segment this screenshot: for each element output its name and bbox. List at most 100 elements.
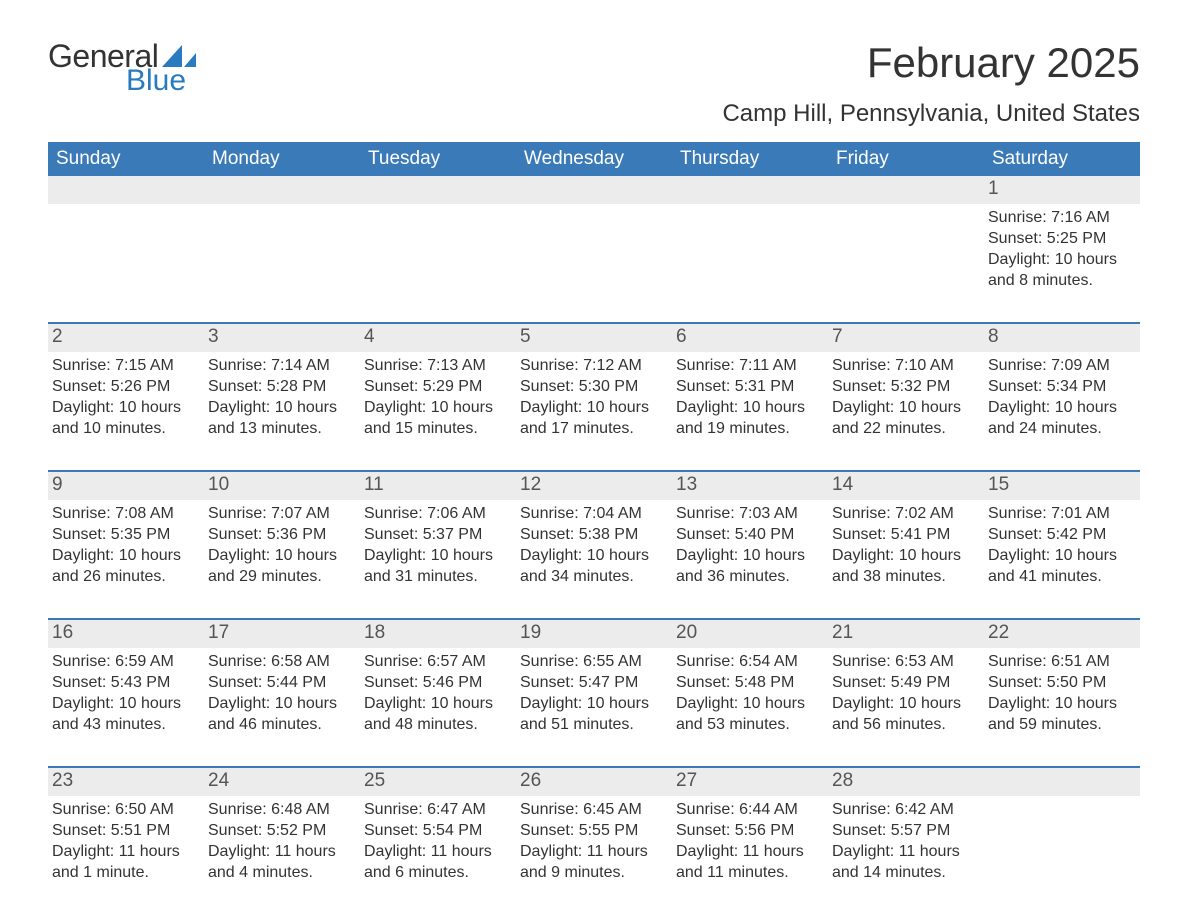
day-info: Sunrise: 7:01 AMSunset: 5:42 PMDaylight:… — [988, 504, 1134, 587]
day-info: Sunrise: 7:15 AMSunset: 5:26 PMDaylight:… — [52, 356, 198, 439]
day-info: Sunrise: 6:55 AMSunset: 5:47 PMDaylight:… — [520, 652, 666, 735]
week-row: 16 Sunrise: 6:59 AMSunset: 5:43 PMDayligh… — [48, 618, 1140, 748]
day-number: 5 — [516, 324, 672, 352]
daylight-line: Daylight: 10 hours and 56 minutes. — [832, 694, 978, 736]
calendar-grid: SundayMondayTuesdayWednesdayThursdayFrid… — [48, 142, 1140, 896]
daylight-line: Daylight: 10 hours and 31 minutes. — [364, 546, 510, 588]
daylight-line: Daylight: 10 hours and 38 minutes. — [832, 546, 978, 588]
day-number: 6 — [672, 324, 828, 352]
sunrise-line: Sunrise: 6:44 AM — [676, 800, 822, 821]
sunrise-line: Sunrise: 6:45 AM — [520, 800, 666, 821]
daylight-line: Daylight: 11 hours and 6 minutes. — [364, 842, 510, 884]
day-cell — [48, 176, 204, 304]
day-cell: 20Sunrise: 6:54 AMSunset: 5:48 PMDayligh… — [672, 620, 828, 748]
sunset-line: Sunset: 5:50 PM — [988, 673, 1134, 694]
sunset-line: Sunset: 5:54 PM — [364, 821, 510, 842]
daylight-line: Daylight: 11 hours and 4 minutes. — [208, 842, 354, 884]
sunset-line: Sunset: 5:48 PM — [676, 673, 822, 694]
day-cell — [828, 176, 984, 304]
day-cell: 12Sunrise: 7:04 AMSunset: 5:38 PMDayligh… — [516, 472, 672, 600]
day-number: 4 — [360, 324, 516, 352]
sunset-line: Sunset: 5:41 PM — [832, 525, 978, 546]
day-number: 20 — [672, 620, 828, 648]
day-cell: 21Sunrise: 6:53 AMSunset: 5:49 PMDayligh… — [828, 620, 984, 748]
day-info: Sunrise: 6:47 AMSunset: 5:54 PMDaylight:… — [364, 800, 510, 883]
day-number: 28 — [828, 768, 984, 796]
day-cell: 10Sunrise: 7:07 AMSunset: 5:36 PMDayligh… — [204, 472, 360, 600]
sunrise-line: Sunrise: 6:59 AM — [52, 652, 198, 673]
day-number: 8 — [984, 324, 1140, 352]
sunset-line: Sunset: 5:57 PM — [832, 821, 978, 842]
day-cell: 5Sunrise: 7:12 AMSunset: 5:30 PMDaylight… — [516, 324, 672, 452]
weekday-header-row: SundayMondayTuesdayWednesdayThursdayFrid… — [48, 142, 1140, 176]
sunrise-line: Sunrise: 7:06 AM — [364, 504, 510, 525]
day-info: Sunrise: 6:58 AMSunset: 5:44 PMDaylight:… — [208, 652, 354, 735]
sunrise-line: Sunrise: 7:08 AM — [52, 504, 198, 525]
sunset-line: Sunset: 5:30 PM — [520, 377, 666, 398]
day-number: 24 — [204, 768, 360, 796]
sunset-line: Sunset: 5:49 PM — [832, 673, 978, 694]
sunset-line: Sunset: 5:52 PM — [208, 821, 354, 842]
daylight-line: Daylight: 10 hours and 48 minutes. — [364, 694, 510, 736]
day-info: Sunrise: 6:45 AMSunset: 5:55 PMDaylight:… — [520, 800, 666, 883]
sunrise-line: Sunrise: 7:03 AM — [676, 504, 822, 525]
daylight-line: Daylight: 10 hours and 41 minutes. — [988, 546, 1134, 588]
day-cell: 27Sunrise: 6:44 AMSunset: 5:56 PMDayligh… — [672, 768, 828, 896]
sunset-line: Sunset: 5:56 PM — [676, 821, 822, 842]
day-cell: 23 Sunrise: 6:50 AMSunset: 5:51 PMDayligh… — [48, 768, 204, 896]
sunrise-line: Sunrise: 6:51 AM — [988, 652, 1134, 673]
daylight-line: Daylight: 10 hours and 36 minutes. — [676, 546, 822, 588]
weekday-header: Saturday — [984, 142, 1140, 176]
day-number: 19 — [516, 620, 672, 648]
day-info: Sunrise: 6:42 AMSunset: 5:57 PMDaylight:… — [832, 800, 978, 883]
day-cell: 6 Sunrise: 7:11 AMSunset: 5:31 PMDaylight… — [672, 324, 828, 452]
day-number: 14 — [828, 472, 984, 500]
sunrise-line: Sunrise: 6:48 AM — [208, 800, 354, 821]
sunrise-line: Sunrise: 7:02 AM — [832, 504, 978, 525]
location-subtitle: Camp Hill, Pennsylvania, United States — [722, 100, 1140, 128]
day-info: Sunrise: 7:16 AMSunset: 5:25 PMDaylight:… — [988, 208, 1134, 291]
brand-word-2: Blue — [126, 66, 186, 96]
title-block: February 2025 Camp Hill, Pennsylvania, U… — [722, 40, 1140, 128]
daylight-line: Daylight: 11 hours and 14 minutes. — [832, 842, 978, 884]
sunrise-line: Sunrise: 7:01 AM — [988, 504, 1134, 525]
day-info: Sunrise: 6:44 AMSunset: 5:56 PMDaylight:… — [676, 800, 822, 883]
day-info: Sunrise: 7:08 AMSunset: 5:35 PMDaylight:… — [52, 504, 198, 587]
sunrise-line: Sunrise: 6:58 AM — [208, 652, 354, 673]
day-number — [204, 176, 360, 204]
sunset-line: Sunset: 5:42 PM — [988, 525, 1134, 546]
day-number: 23 — [48, 768, 204, 796]
day-info: Sunrise: 6:51 AMSunset: 5:50 PMDaylight:… — [988, 652, 1134, 735]
sunset-line: Sunset: 5:44 PM — [208, 673, 354, 694]
sunset-line: Sunset: 5:25 PM — [988, 229, 1134, 250]
day-info: Sunrise: 6:59 AMSunset: 5:43 PMDaylight:… — [52, 652, 198, 735]
day-number — [360, 176, 516, 204]
day-cell: 24 Sunrise: 6:48 AMSunset: 5:52 PMDayligh… — [204, 768, 360, 896]
day-info: Sunrise: 7:11 AMSunset: 5:31 PMDaylight:… — [676, 356, 822, 439]
sunrise-line: Sunrise: 7:11 AM — [676, 356, 822, 377]
sunset-line: Sunset: 5:31 PM — [676, 377, 822, 398]
daylight-line: Daylight: 10 hours and 34 minutes. — [520, 546, 666, 588]
day-info: Sunrise: 7:09 AMSunset: 5:34 PMDaylight:… — [988, 356, 1134, 439]
day-info: Sunrise: 7:13 AMSunset: 5:29 PMDaylight:… — [364, 356, 510, 439]
day-number: 15 — [984, 472, 1140, 500]
day-number: 16 — [48, 620, 204, 648]
day-info: Sunrise: 6:53 AMSunset: 5:49 PMDaylight:… — [832, 652, 978, 735]
day-cell: 18Sunrise: 6:57 AMSunset: 5:46 PMDayligh… — [360, 620, 516, 748]
sunrise-line: Sunrise: 6:42 AM — [832, 800, 978, 821]
weekday-header: Tuesday — [360, 142, 516, 176]
sunrise-line: Sunrise: 7:12 AM — [520, 356, 666, 377]
day-number: 25 — [360, 768, 516, 796]
daylight-line: Daylight: 10 hours and 53 minutes. — [676, 694, 822, 736]
sunset-line: Sunset: 5:51 PM — [52, 821, 198, 842]
day-cell — [516, 176, 672, 304]
sunrise-line: Sunrise: 7:14 AM — [208, 356, 354, 377]
weekday-header: Sunday — [48, 142, 204, 176]
day-cell: 17Sunrise: 6:58 AMSunset: 5:44 PMDayligh… — [204, 620, 360, 748]
day-info: Sunrise: 6:50 AMSunset: 5:51 PMDaylight:… — [52, 800, 198, 883]
sunrise-line: Sunrise: 6:57 AM — [364, 652, 510, 673]
daylight-line: Daylight: 10 hours and 29 minutes. — [208, 546, 354, 588]
day-cell: 7Sunrise: 7:10 AMSunset: 5:32 PMDaylight… — [828, 324, 984, 452]
daylight-line: Daylight: 10 hours and 10 minutes. — [52, 398, 198, 440]
sunrise-line: Sunrise: 6:50 AM — [52, 800, 198, 821]
